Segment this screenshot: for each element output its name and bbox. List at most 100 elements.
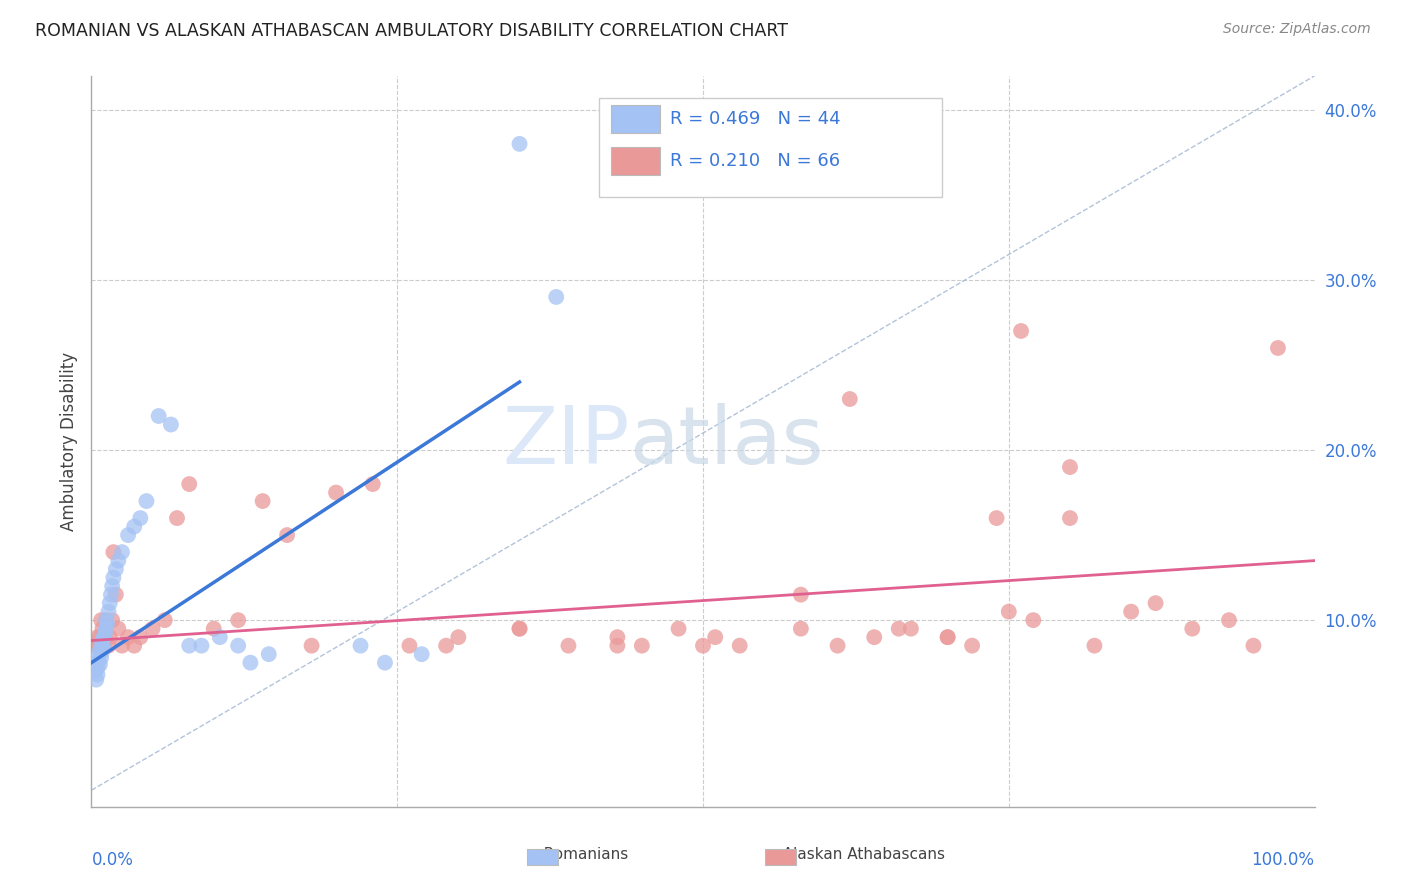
Point xyxy=(84,656,107,670)
Point xyxy=(790,588,813,602)
Point xyxy=(96,616,118,631)
Point xyxy=(86,661,108,675)
Point xyxy=(87,654,110,668)
Point xyxy=(135,494,157,508)
Point xyxy=(90,650,112,665)
Point xyxy=(94,613,117,627)
Point xyxy=(117,630,139,644)
Point xyxy=(887,622,910,636)
FancyBboxPatch shape xyxy=(599,98,942,196)
Text: Alaskan Athabascans: Alaskan Athabascans xyxy=(773,847,945,862)
Point xyxy=(1083,639,1105,653)
Point xyxy=(252,494,274,508)
Point xyxy=(87,647,110,661)
Text: Romanians: Romanians xyxy=(534,847,628,862)
Point xyxy=(97,639,120,653)
Point xyxy=(141,622,163,636)
Point xyxy=(179,477,201,491)
Point xyxy=(1059,511,1081,525)
Point xyxy=(509,136,531,151)
Point xyxy=(94,622,117,636)
Point xyxy=(89,644,111,658)
Text: ZIP: ZIP xyxy=(502,402,630,481)
Point xyxy=(226,639,249,653)
Point xyxy=(631,639,654,653)
Point xyxy=(97,605,120,619)
Text: atlas: atlas xyxy=(630,402,824,481)
Point xyxy=(91,622,114,636)
Point xyxy=(91,644,114,658)
Point xyxy=(838,392,860,406)
Point xyxy=(202,622,225,636)
Point xyxy=(86,667,108,681)
Text: R = 0.210   N = 66: R = 0.210 N = 66 xyxy=(671,152,841,169)
Point xyxy=(1010,324,1032,338)
Point xyxy=(374,656,396,670)
Point xyxy=(89,657,111,672)
Point xyxy=(104,588,127,602)
Point xyxy=(122,639,145,653)
Point xyxy=(276,528,298,542)
Point xyxy=(301,639,323,653)
Point xyxy=(692,639,714,653)
Point xyxy=(1218,613,1240,627)
Point xyxy=(361,477,384,491)
Point xyxy=(557,639,579,653)
Point xyxy=(129,630,152,644)
Point xyxy=(936,630,959,644)
Point xyxy=(90,639,112,653)
Point xyxy=(93,640,115,655)
Point xyxy=(509,622,531,636)
Point xyxy=(111,545,134,559)
Point xyxy=(129,511,152,525)
Point xyxy=(863,630,886,644)
Point xyxy=(190,639,212,653)
Point xyxy=(117,528,139,542)
FancyBboxPatch shape xyxy=(612,147,661,175)
Point xyxy=(93,639,115,653)
Point xyxy=(107,553,129,567)
Point xyxy=(86,630,108,644)
Point xyxy=(148,409,170,423)
Point xyxy=(208,630,231,644)
Point xyxy=(94,613,117,627)
Point xyxy=(107,622,129,636)
Point xyxy=(411,647,433,661)
Point xyxy=(122,519,145,533)
Point xyxy=(728,639,751,653)
Text: Source: ZipAtlas.com: Source: ZipAtlas.com xyxy=(1223,22,1371,37)
Point xyxy=(986,511,1008,525)
FancyBboxPatch shape xyxy=(612,105,661,133)
Point xyxy=(790,622,813,636)
Point xyxy=(398,639,420,653)
Point xyxy=(936,630,959,644)
Point xyxy=(668,622,690,636)
Point xyxy=(87,639,110,653)
Text: 100.0%: 100.0% xyxy=(1251,851,1315,869)
Point xyxy=(606,630,628,644)
Point xyxy=(84,639,107,653)
Point xyxy=(84,673,107,687)
Point xyxy=(94,626,117,640)
Point xyxy=(153,613,176,627)
Point xyxy=(1181,622,1204,636)
Point xyxy=(1059,460,1081,475)
Point xyxy=(89,630,111,644)
Point xyxy=(101,613,124,627)
Point xyxy=(1121,605,1143,619)
Point xyxy=(509,622,531,636)
Point xyxy=(100,588,122,602)
Point xyxy=(960,639,983,653)
Point xyxy=(998,605,1021,619)
Point xyxy=(84,664,107,678)
Text: 0.0%: 0.0% xyxy=(91,851,134,869)
Point xyxy=(239,656,262,670)
Point xyxy=(900,622,922,636)
Point xyxy=(166,511,188,525)
Point xyxy=(179,639,201,653)
Point xyxy=(226,613,249,627)
Point xyxy=(1144,596,1167,610)
Point xyxy=(434,639,457,653)
Point xyxy=(111,639,134,653)
Point xyxy=(546,290,568,304)
